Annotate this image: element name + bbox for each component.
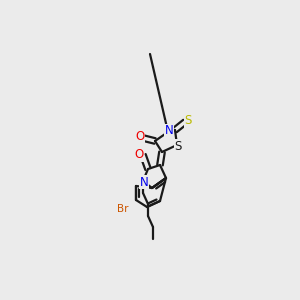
Text: S: S <box>184 115 192 128</box>
Text: Br: Br <box>117 204 129 214</box>
Text: N: N <box>165 124 173 137</box>
Text: S: S <box>174 140 182 152</box>
Text: N: N <box>140 176 148 188</box>
Text: O: O <box>135 130 145 143</box>
Text: O: O <box>134 148 144 161</box>
